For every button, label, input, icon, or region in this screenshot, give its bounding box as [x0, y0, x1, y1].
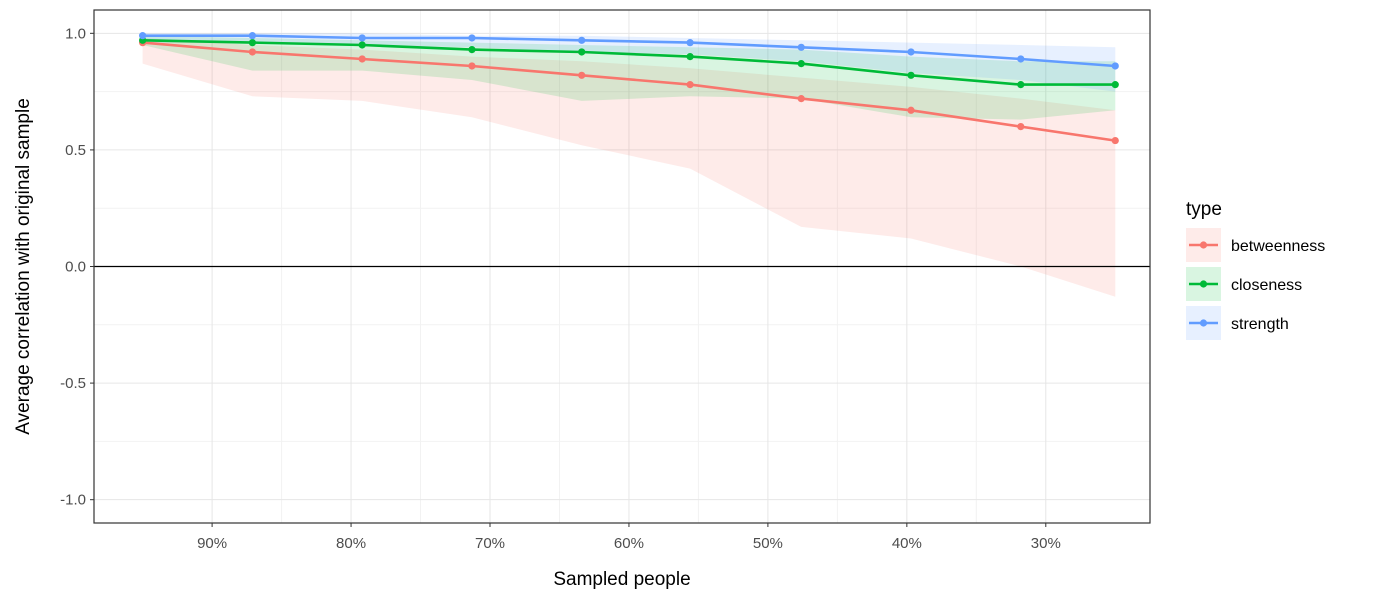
point-betweenness [1017, 122, 1025, 131]
point-betweenness [907, 106, 915, 114]
point-strength [907, 48, 915, 56]
ribbon-betweenness [142, 38, 1116, 297]
point-closeness [1111, 81, 1119, 89]
x-tick-label: 80% [336, 535, 366, 552]
point-strength [1111, 62, 1119, 70]
legend: type betweenness closeness strength [1186, 199, 1325, 340]
point-closeness [358, 41, 366, 49]
point-betweenness [686, 81, 694, 89]
line-closeness [142, 39, 1116, 86]
confidence-ribbons [142, 33, 1116, 297]
x-tick-label: 40% [892, 535, 922, 552]
point-strength [578, 36, 586, 44]
point-strength [686, 39, 694, 47]
point-closeness [248, 39, 256, 47]
point-closeness [468, 46, 476, 54]
y-tick-label: 0.5 [65, 142, 86, 159]
point-closeness [686, 53, 694, 61]
line-betweenness [142, 41, 1116, 142]
x-tick-label: 50% [753, 535, 783, 552]
y-axis-title: Average correlation with original sample [13, 98, 34, 435]
x-axis-title: Sampled people [553, 569, 690, 590]
y-tick-label: 0.0 [65, 259, 86, 276]
legend-point-betweenness [1199, 241, 1208, 249]
point-strength [358, 34, 366, 42]
legend-point-strength [1199, 319, 1208, 327]
y-tick-label: -0.5 [60, 375, 86, 392]
y-tick-label: 1.0 [65, 25, 86, 42]
point-strength [797, 43, 805, 51]
ribbon-strength [142, 33, 1116, 92]
legend-label-strength: strength [1231, 316, 1289, 333]
ribbon-closeness [142, 35, 1116, 120]
x-axis-ticks: 90% 80% 70% 60% 50% 40% 30% [197, 523, 1061, 552]
x-tick-label: 60% [614, 535, 644, 552]
point-closeness [578, 48, 586, 56]
point-strength [248, 32, 256, 40]
point-betweenness [358, 55, 366, 63]
legend-label-closeness: closeness [1231, 277, 1302, 294]
y-tick-label: -1.0 [60, 492, 86, 509]
legend-title: type [1186, 199, 1222, 220]
point-strength [1017, 55, 1025, 63]
x-tick-label: 90% [197, 535, 227, 552]
y-axis-ticks: 1.0 0.5 0.0 -0.5 -1.0 [60, 25, 94, 509]
point-strength [139, 32, 147, 40]
point-betweenness [1111, 136, 1119, 145]
point-closeness [907, 71, 915, 79]
line-strength [142, 34, 1116, 68]
point-closeness [1017, 81, 1025, 89]
series-points [139, 32, 1119, 145]
point-betweenness [248, 48, 256, 56]
point-strength [468, 34, 476, 42]
x-tick-label: 70% [475, 535, 505, 552]
point-betweenness [578, 71, 586, 79]
legend-point-closeness [1199, 280, 1208, 288]
point-closeness [797, 60, 805, 68]
series-lines [142, 34, 1116, 142]
point-betweenness [797, 95, 805, 103]
x-tick-label: 30% [1031, 535, 1061, 552]
point-betweenness [468, 62, 476, 70]
legend-label-betweenness: betweenness [1231, 238, 1325, 255]
